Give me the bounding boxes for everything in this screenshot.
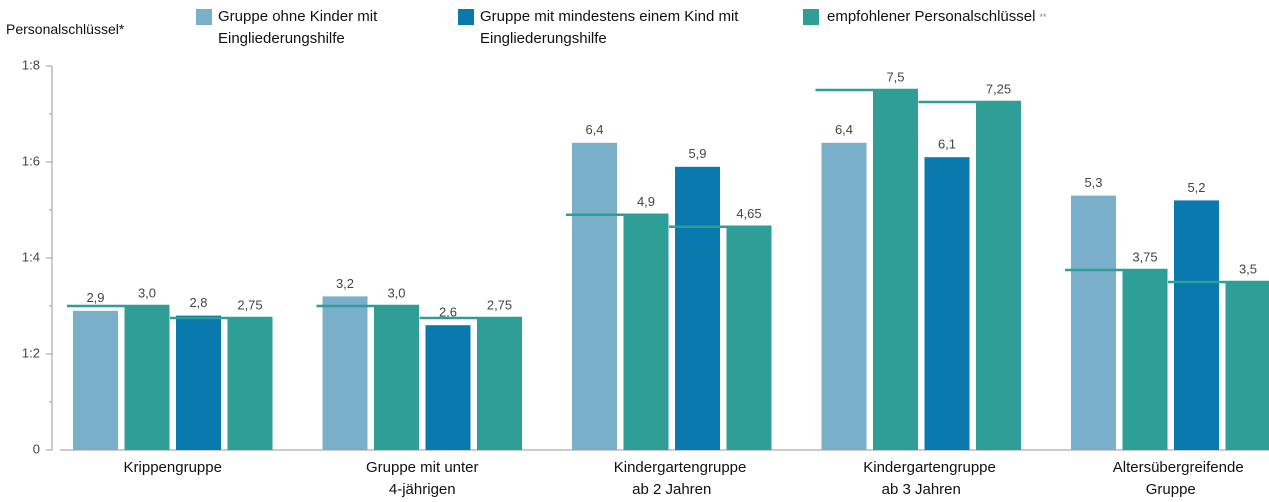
bar — [1174, 200, 1219, 450]
x-tick-label: Krippengruppe — [123, 459, 222, 476]
bar — [821, 142, 867, 451]
value-label: 6,4 — [585, 122, 603, 137]
legend-label: Gruppe mit mindestens einem Kind mit Ein… — [480, 8, 739, 47]
bar — [572, 142, 617, 451]
y-axis-title: Personalschlüssel* — [6, 21, 125, 37]
x-tick-label: Gruppe mit unter 4-jährigen — [365, 459, 479, 498]
legend-entry: empfohlener Personalschlüssel ** — [827, 6, 1227, 28]
bar — [374, 306, 419, 450]
legend-label: Gruppe ohne Kinder mit Eingliederungshil… — [218, 8, 378, 47]
bar — [1225, 282, 1269, 450]
value-label: 3,75 — [1132, 249, 1157, 264]
value-label: 5,2 — [1187, 180, 1205, 195]
bar — [924, 157, 970, 450]
legend-label: empfohlener Personalschlüssel — [827, 8, 1036, 25]
value-label: 2,75 — [237, 297, 262, 312]
bar — [477, 318, 522, 450]
y-tick-label: 1:4 — [22, 249, 40, 264]
value-label: 4,65 — [736, 206, 761, 221]
value-label: 2,8 — [189, 295, 207, 310]
x-tick-label: Kindergartengruppe ab 2 Jahren — [613, 459, 747, 498]
bar — [623, 214, 669, 450]
bar — [425, 325, 471, 450]
bar — [322, 296, 368, 450]
bar — [227, 318, 273, 450]
value-label: 3,5 — [1239, 261, 1257, 276]
value-label: 2,9 — [86, 290, 104, 305]
legend-note: ** — [1039, 12, 1047, 22]
value-label: 2,6 — [439, 305, 457, 320]
bar — [1122, 270, 1168, 450]
value-label: 6,4 — [835, 122, 853, 137]
y-tick-label: 0 — [33, 441, 40, 456]
bar — [124, 306, 170, 450]
value-label: 4,9 — [637, 194, 655, 209]
y-tick-label: 1:6 — [22, 153, 40, 168]
value-label: 7,25 — [986, 81, 1011, 96]
legend-swatch — [196, 9, 212, 25]
legend-swatch — [803, 9, 819, 25]
value-label: 3,2 — [336, 276, 354, 291]
bar — [176, 315, 221, 450]
y-tick-label: 1:2 — [22, 345, 40, 360]
bar — [675, 166, 720, 451]
value-label: 3,0 — [138, 285, 156, 300]
bar — [873, 90, 918, 450]
value-label: 5,9 — [688, 146, 706, 161]
value-label: 5,3 — [1084, 175, 1102, 190]
bar — [1071, 195, 1116, 450]
x-tick-label: Kindergartengruppe ab 3 Jahren — [863, 459, 996, 498]
bar — [976, 102, 1021, 450]
value-label: 6,1 — [938, 137, 956, 152]
bar — [73, 310, 118, 450]
value-label: 7,5 — [886, 69, 904, 84]
bar — [726, 226, 772, 450]
legend-swatch — [458, 9, 474, 25]
y-tick-label: 1:8 — [22, 57, 40, 72]
value-label: 2,75 — [487, 297, 512, 312]
value-label: 3,0 — [387, 285, 405, 300]
x-tick-label: Altersübergreifende Gruppe — [1112, 459, 1244, 498]
